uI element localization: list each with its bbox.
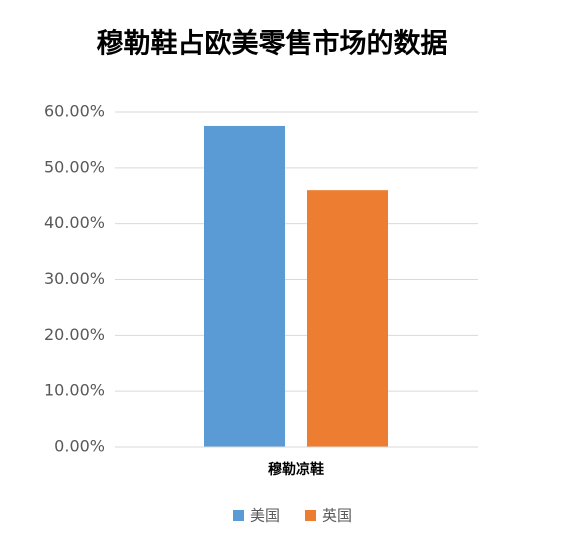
- bar: [307, 190, 388, 447]
- y-tick-label: 30.00%: [44, 269, 105, 288]
- bar: [204, 125, 285, 447]
- x-tick-label: 穆勒凉鞋: [268, 461, 324, 478]
- legend-label: 美国: [250, 507, 280, 525]
- legend-label: 英国: [322, 507, 352, 525]
- legend-swatch: [305, 510, 316, 521]
- y-tick-label: 40.00%: [44, 213, 105, 232]
- y-tick-label: 10.00%: [44, 381, 105, 400]
- y-tick-label: 0.00%: [54, 437, 105, 456]
- y-tick-label: 20.00%: [44, 325, 105, 344]
- legend-swatch: [233, 510, 244, 521]
- chart-title: 穆勒鞋占欧美零售市场的数据: [97, 28, 448, 60]
- y-tick-label: 50.00%: [44, 157, 105, 176]
- y-tick-label: 60.00%: [44, 102, 105, 121]
